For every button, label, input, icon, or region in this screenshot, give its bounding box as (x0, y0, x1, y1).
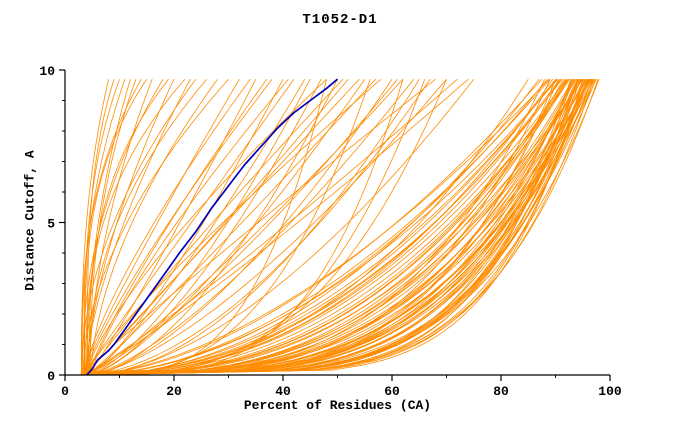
highlighted-model-curve (86, 78, 339, 376)
x-tick-label: 0 (61, 384, 69, 399)
x-tick-label: 40 (275, 384, 291, 399)
x-tick-label: 60 (384, 384, 400, 399)
x-tick-label: 20 (166, 384, 182, 399)
y-axis-label: Distance Cutoff, A (22, 150, 38, 291)
x-axis-label: Percent of Residues (CA) (243, 398, 432, 413)
x-tick-label: 100 (598, 384, 622, 399)
y-tick-label: 10 (39, 64, 55, 79)
y-tick-label: 5 (47, 217, 55, 232)
x-tick-label: 80 (493, 384, 509, 399)
y-tick-label: 0 (47, 369, 55, 384)
chart-title: T1052-D1 (302, 12, 378, 28)
